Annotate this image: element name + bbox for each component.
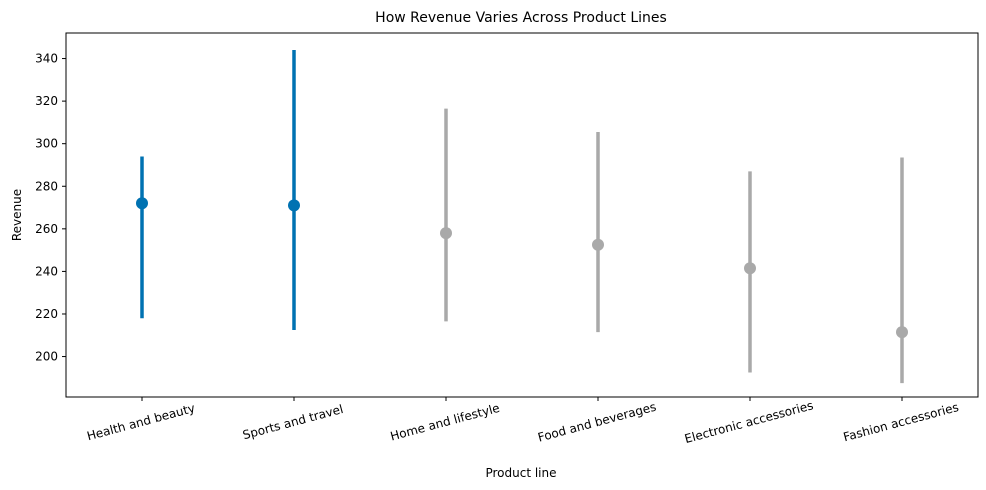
series <box>136 50 908 384</box>
x-tick-label-4: Electronic accessories <box>683 398 815 446</box>
point-1 <box>288 199 300 212</box>
x-tick-label-1: Sports and travel <box>241 402 345 442</box>
y-tick-label-1: 220 <box>35 307 58 321</box>
y-tick-label-0: 200 <box>35 350 58 364</box>
chart-title: How Revenue Varies Across Product Lines <box>375 10 667 26</box>
x-tick-label-3: Food and beverages <box>536 400 657 445</box>
y-tick-label-4: 280 <box>35 179 58 193</box>
x-tick-label-0: Health and beauty <box>85 401 196 443</box>
x-tick-label-5: Fashion accessories <box>842 400 960 444</box>
plot-frame <box>65 32 979 398</box>
point-5 <box>896 326 908 339</box>
point-0 <box>136 197 148 210</box>
y-tick-label-5: 300 <box>35 137 58 151</box>
y-axis-label: Revenue <box>10 189 24 241</box>
x-axis: Health and beauty Sports and travel Home a… <box>85 397 960 446</box>
y-tick-label-7: 340 <box>35 52 58 66</box>
point-2 <box>440 227 452 240</box>
point-4 <box>744 262 756 275</box>
y-tick-label-3: 260 <box>35 222 58 236</box>
x-tick-label-2: Home and lifestyle <box>389 401 501 444</box>
point-3 <box>592 238 604 251</box>
y-axis: 200 220 240 260 280 300 320 340 <box>35 52 66 364</box>
y-tick-label-6: 320 <box>35 94 58 108</box>
x-axis-label: Product line <box>485 466 556 480</box>
y-tick-label-2: 240 <box>35 264 58 278</box>
